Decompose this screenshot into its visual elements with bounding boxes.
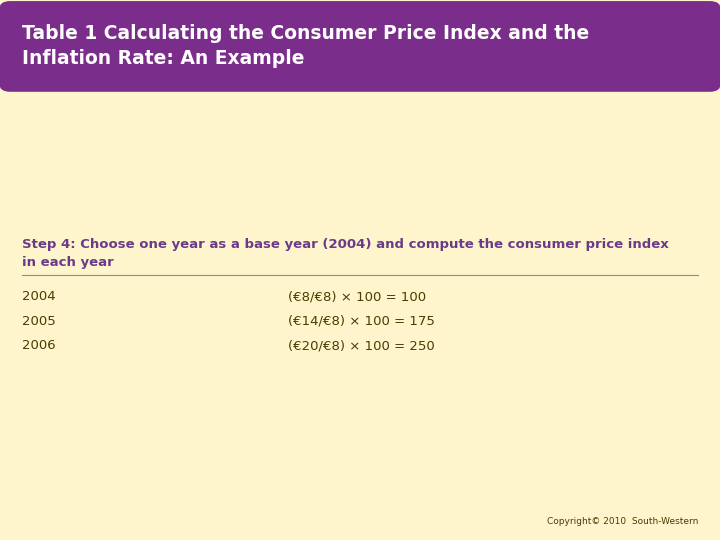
Text: Copyright© 2010  South-Western: Copyright© 2010 South-Western [547,517,698,526]
Text: Table 1 Calculating the Consumer Price Index and the
Inflation Rate: An Example: Table 1 Calculating the Consumer Price I… [22,24,589,68]
Text: (€14/€8) × 100 = 175: (€14/€8) × 100 = 175 [288,315,435,328]
Text: Step 4: Choose one year as a base year (2004) and compute the consumer price ind: Step 4: Choose one year as a base year (… [22,238,668,268]
FancyBboxPatch shape [0,1,720,92]
Text: 2004: 2004 [22,291,55,303]
Text: 2005: 2005 [22,315,55,328]
Text: (€20/€8) × 100 = 250: (€20/€8) × 100 = 250 [288,339,435,352]
Text: (€8/€8) × 100 = 100: (€8/€8) × 100 = 100 [288,291,426,303]
Text: 2006: 2006 [22,339,55,352]
